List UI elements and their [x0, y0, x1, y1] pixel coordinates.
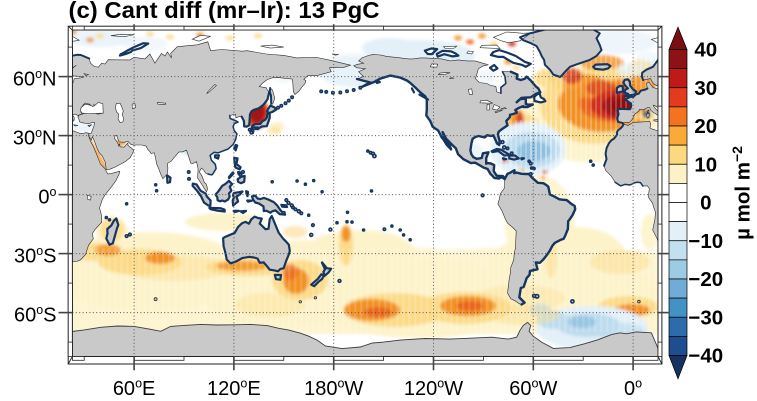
svg-text:0: 0: [700, 192, 711, 215]
svg-text:−10: −10: [688, 230, 723, 253]
svg-text:30oN: 30oN: [13, 126, 57, 150]
svg-text:10: 10: [694, 153, 717, 176]
svg-text:120oE: 120oE: [207, 377, 261, 401]
svg-text:40: 40: [694, 39, 717, 62]
svg-text:60oE: 60oE: [113, 377, 156, 401]
svg-text:120oW: 120oW: [404, 377, 463, 401]
svg-text:60oW: 60oW: [509, 377, 557, 401]
svg-text:60oS: 60oS: [14, 303, 57, 327]
svg-text:20: 20: [694, 115, 717, 138]
svg-text:−40: −40: [688, 345, 723, 368]
svg-text:(c) Cant diff (mr–lr): 13 PgC: (c) Cant diff (mr–lr): 13 PgC: [69, 0, 380, 23]
svg-text:180oW: 180oW: [304, 377, 363, 401]
svg-text:−30: −30: [688, 306, 723, 329]
svg-text:30oS: 30oS: [14, 244, 57, 268]
svg-text:30: 30: [694, 77, 717, 100]
svg-text:60oN: 60oN: [13, 67, 57, 91]
svg-text:−20: −20: [688, 268, 723, 291]
